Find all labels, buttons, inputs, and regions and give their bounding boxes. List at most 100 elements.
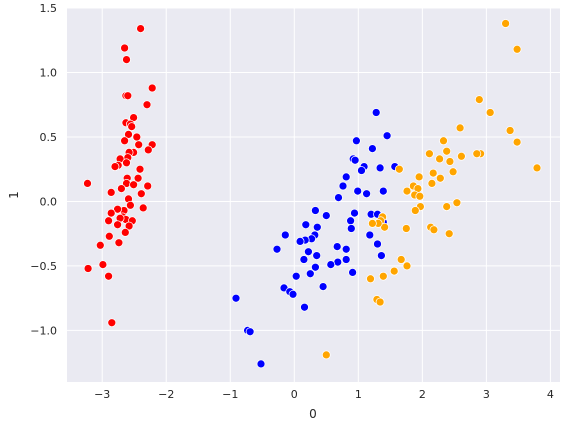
- data-point-series-2: [350, 155, 360, 165]
- data-point-series-1: [120, 43, 129, 53]
- data-point-series-3: [321, 350, 331, 360]
- data-point-series-1: [104, 231, 114, 241]
- data-point-series-2: [352, 136, 361, 146]
- data-point-series-3: [455, 123, 465, 133]
- data-point-series-2: [375, 163, 385, 173]
- data-point-series-3: [380, 222, 389, 232]
- data-point-series-3: [472, 149, 482, 159]
- data-point-series-2: [371, 108, 381, 117]
- x-tick-label: −2: [158, 388, 174, 401]
- data-point-series-2: [305, 269, 315, 279]
- data-point-series-1: [136, 189, 146, 199]
- data-point-series-1: [124, 130, 133, 139]
- x-tick-label: 4: [547, 388, 554, 401]
- data-point-series-1: [104, 271, 113, 281]
- data-point-series-1: [113, 204, 122, 214]
- y-tick-label: −0.5: [30, 260, 57, 273]
- data-point-series-1: [117, 184, 126, 193]
- data-point-series-3: [427, 179, 437, 188]
- data-point-series-3: [444, 229, 454, 239]
- data-point-series-2: [280, 230, 290, 240]
- data-point-series-1: [120, 228, 130, 237]
- data-point-series-2: [362, 189, 371, 199]
- data-point-series-1: [83, 264, 93, 273]
- data-point-series-3: [485, 108, 495, 117]
- data-point-series-3: [401, 224, 411, 233]
- data-point-series-2: [348, 268, 357, 277]
- data-point-series-1: [106, 208, 116, 218]
- data-point-series-1: [114, 238, 124, 248]
- data-point-series-3: [375, 297, 385, 307]
- data-point-series-2: [373, 239, 382, 249]
- x-tick-label: 0: [291, 388, 298, 401]
- data-point-series-2: [334, 193, 343, 202]
- data-point-series-1: [83, 179, 92, 188]
- data-point-series-1: [143, 145, 153, 155]
- data-point-series-3: [448, 167, 458, 177]
- data-point-series-1: [126, 200, 135, 210]
- data-point-series-1: [107, 318, 117, 328]
- data-point-series-2: [341, 255, 351, 264]
- plot-background: [67, 8, 560, 382]
- data-point-series-3: [532, 163, 542, 173]
- data-point-series-1: [104, 216, 113, 226]
- data-point-series-3: [415, 191, 425, 201]
- data-point-series-2: [300, 302, 309, 312]
- data-point-series-2: [321, 211, 331, 220]
- data-point-series-3: [394, 164, 404, 174]
- data-point-series-3: [501, 19, 510, 28]
- data-point-series-1: [133, 173, 143, 183]
- data-point-series-3: [505, 126, 515, 135]
- data-point-series-2: [346, 216, 355, 226]
- data-point-series-2: [311, 206, 320, 215]
- data-point-series-2: [272, 244, 282, 254]
- data-point-series-3: [429, 225, 439, 235]
- data-point-series-2: [299, 255, 309, 264]
- data-point-series-1: [138, 203, 148, 213]
- data-point-series-3: [410, 206, 420, 215]
- x-axis-label: 0: [309, 407, 317, 421]
- data-point-series-3: [442, 146, 452, 156]
- data-point-series-3: [402, 261, 412, 271]
- x-tick-label: 2: [419, 388, 426, 401]
- data-point-series-2: [377, 251, 386, 260]
- data-points: [83, 19, 542, 369]
- data-point-series-3: [439, 136, 448, 146]
- y-axis-label: 1: [7, 191, 21, 199]
- data-point-series-1: [120, 136, 129, 146]
- data-point-series-2: [368, 144, 377, 153]
- data-point-series-2: [312, 251, 322, 260]
- data-point-series-1: [113, 220, 122, 230]
- data-point-series-1: [124, 221, 134, 231]
- data-point-series-2: [346, 224, 356, 233]
- data-point-series-1: [136, 24, 145, 33]
- data-point-series-3: [414, 172, 424, 182]
- data-point-series-2: [231, 293, 241, 303]
- data-point-series-2: [256, 359, 266, 369]
- data-point-series-3: [512, 137, 522, 147]
- data-point-series-3: [366, 274, 375, 284]
- data-point-series-3: [402, 186, 412, 196]
- data-point-series-1: [122, 158, 131, 168]
- data-point-series-3: [428, 168, 438, 178]
- data-point-series-1: [135, 164, 145, 174]
- y-tick-label: 1.0: [40, 66, 58, 79]
- data-point-series-1: [132, 132, 142, 142]
- data-point-series-2: [318, 282, 328, 291]
- data-point-series-2: [378, 186, 388, 196]
- data-point-series-2: [245, 327, 255, 337]
- data-point-series-2: [350, 208, 359, 218]
- data-point-series-1: [147, 83, 157, 93]
- data-point-series-3: [452, 198, 462, 208]
- data-point-series-3: [457, 151, 466, 161]
- data-point-series-3: [435, 154, 444, 164]
- y-tick-label: 0.5: [40, 131, 58, 144]
- data-point-series-2: [312, 222, 322, 232]
- y-tick-label: 1.5: [40, 2, 58, 15]
- data-point-series-3: [425, 149, 434, 159]
- data-point-series-3: [442, 202, 452, 211]
- data-point-series-2: [301, 220, 311, 230]
- data-point-series-2: [326, 260, 336, 269]
- data-point-series-2: [365, 230, 375, 240]
- data-point-series-3: [368, 219, 377, 228]
